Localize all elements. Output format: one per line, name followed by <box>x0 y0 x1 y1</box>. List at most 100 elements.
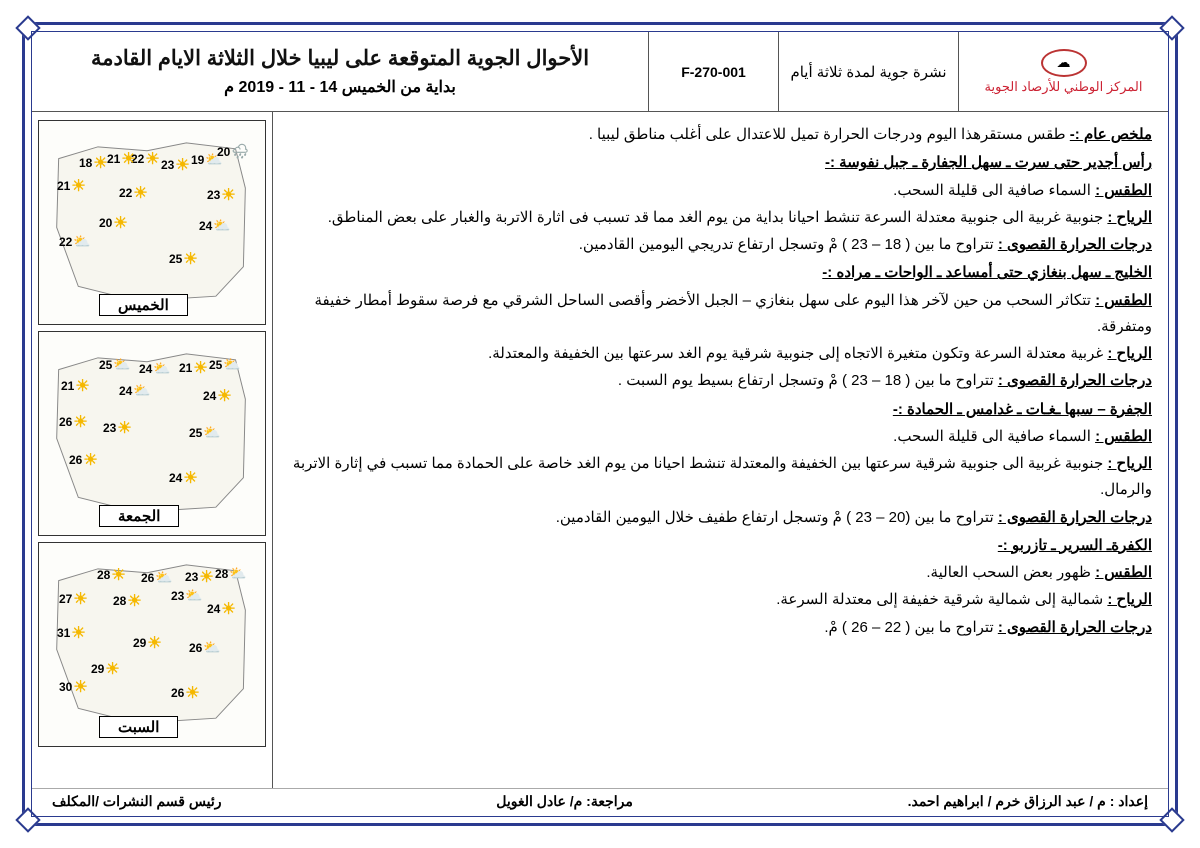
temp-line: درجات الحرارة القصوى : تتراوح ما بين ( 1… <box>279 368 1152 394</box>
temp-point: 24⛅ <box>119 382 151 399</box>
temp-point: 18☀ <box>79 153 108 173</box>
temp-point: 25☀ <box>169 249 198 269</box>
sun-icon: ☀ <box>75 376 89 396</box>
prepared-by: إعداد : م / عبد الرزاق خرم / ابراهيم احم… <box>908 793 1148 810</box>
maps-column: 20🌧19⛅23☀22☀21☀18☀21☀22☀23☀20☀24⛅22⛅25☀ا… <box>32 112 272 788</box>
sun-icon: ☀ <box>105 659 119 679</box>
temp-point: 21☀ <box>107 149 136 169</box>
sun-icon: ☀ <box>73 589 87 609</box>
head: رئيس قسم النشرات /المكلف <box>52 793 222 810</box>
temp-point: 30☀ <box>59 677 88 697</box>
wind-line: الرياح : غربية معتدلة السرعة وتكون متغير… <box>279 341 1152 367</box>
sun-icon: ☀ <box>71 176 85 196</box>
bulletin-cell: نشرة جوية لمدة ثلاثة أيام <box>778 32 958 111</box>
region-name: الكفرةـ السرير ـ تازربو :- <box>279 533 1152 559</box>
temp-point: 24☀ <box>207 599 236 619</box>
cloud-icon: ⛅ <box>153 360 170 377</box>
temp-point: 23⛅ <box>171 587 203 604</box>
cloud-icon: ⛅ <box>133 382 150 399</box>
sun-icon: ☀ <box>71 623 85 643</box>
temp-point: 26☀ <box>59 412 88 432</box>
weather-line: الطقس : ظهور بعض السحب العالية. <box>279 560 1152 586</box>
form-code: F-270-001 <box>681 64 746 80</box>
sun-icon: ☀ <box>183 468 197 488</box>
temp-point: 23☀ <box>161 155 190 175</box>
forecast-text: ملخص عام :- طقس مستقرهذا اليوم ودرجات ال… <box>272 112 1168 788</box>
wind-line: الرياح : جنوبية غربية الى جنوبية شرقية س… <box>279 451 1152 504</box>
bulletin-label: نشرة جوية لمدة ثلاثة أيام <box>790 63 946 81</box>
temp-point: 29☀ <box>91 659 120 679</box>
temp-point: 28☀ <box>113 591 142 611</box>
temp-point: 28⛅ <box>215 565 247 582</box>
temp-point: 22☀ <box>119 183 148 203</box>
logo-icon: ☁ <box>1041 49 1087 77</box>
sun-icon: ☀ <box>221 599 235 619</box>
region-name: الخليج ـ سهل بنغازي حتى أمساعد ـ الواحات… <box>279 260 1152 286</box>
summary-label: ملخص عام :- <box>1070 126 1152 143</box>
cloud-icon: ⛅ <box>155 569 172 586</box>
temp-point: 22⛅ <box>59 233 91 250</box>
doc-title: الأحوال الجوية المتوقعة على ليبيا خلال ا… <box>91 46 589 71</box>
code-cell: F-270-001 <box>648 32 778 111</box>
map-card: 20🌧19⛅23☀22☀21☀18☀21☀22☀23☀20☀24⛅22⛅25☀ا… <box>38 120 266 325</box>
sun-icon: ☀ <box>83 450 97 470</box>
sun-icon: ☀ <box>221 185 235 205</box>
temp-point: 29☀ <box>133 633 162 653</box>
wind-line: الرياح : جنوبية غربية الى جنوبية معتدلة … <box>279 205 1152 231</box>
sun-icon: ☀ <box>127 591 141 611</box>
sun-icon: ☀ <box>145 149 159 169</box>
cloud-icon: ⛅ <box>185 587 202 604</box>
temp-point: 26☀ <box>171 683 200 703</box>
temp-point: 28☀ <box>97 565 126 585</box>
temp-point: 26☀ <box>69 450 98 470</box>
title-cell: الأحوال الجوية المتوقعة على ليبيا خلال ا… <box>32 32 648 111</box>
reviewed-by: مراجعة: م/ عادل الغويل <box>496 793 633 810</box>
sun-icon: ☀ <box>193 358 207 378</box>
temp-line: درجات الحرارة القصوى : تتراوح ما بين ( 2… <box>279 615 1152 641</box>
org-cell: ☁ المركز الوطني للأرصاد الجوية <box>958 32 1168 111</box>
temp-line: درجات الحرارة القصوى : تتراوح ما بين (20… <box>279 505 1152 531</box>
sun-icon: ☀ <box>217 386 231 406</box>
sun-icon: ☀ <box>185 683 199 703</box>
summary-text: طقس مستقرهذا اليوم ودرجات الحرارة تميل ل… <box>589 126 1066 143</box>
rain-icon: 🌧 <box>231 143 249 160</box>
temp-point: 26⛅ <box>141 569 173 586</box>
temp-point: 31☀ <box>57 623 86 643</box>
footer-row: إعداد : م / عبد الرزاق خرم / ابراهيم احم… <box>32 788 1168 816</box>
temp-point: 23☀ <box>185 567 214 587</box>
temp-point: 26⛅ <box>189 639 221 656</box>
sun-icon: ☀ <box>199 567 213 587</box>
cloud-icon: ⛅ <box>205 151 222 168</box>
temp-point: 21☀ <box>57 176 86 196</box>
temp-point: 24⛅ <box>139 360 171 377</box>
sun-icon: ☀ <box>117 418 131 438</box>
weather-line: الطقس : السماء صافية الى قليلة السحب. <box>279 424 1152 450</box>
cloud-icon: ⛅ <box>113 356 130 373</box>
wind-line: الرياح : شمالية إلى شمالية شرقية خفيفة إ… <box>279 587 1152 613</box>
region-name: الجفرة – سبها ـغـات ـ غدامس ـ الحمادة :- <box>279 397 1152 423</box>
cloud-icon: ⛅ <box>203 639 220 656</box>
sun-icon: ☀ <box>73 412 87 432</box>
header-row: ☁ المركز الوطني للأرصاد الجوية نشرة جوية… <box>32 32 1168 112</box>
doc-subtitle: بداية من الخميس 14 - 11 - 2019 م <box>224 77 456 97</box>
weather-line: الطقس : تتكاثر السحب من حين لآخر هذا الي… <box>279 288 1152 341</box>
sun-icon: ☀ <box>183 249 197 269</box>
weather-line: الطقس : السماء صافية الى قليلة السحب. <box>279 178 1152 204</box>
day-label: السبت <box>99 716 178 738</box>
temp-point: 23☀ <box>207 185 236 205</box>
cloud-icon: ⛅ <box>203 424 220 441</box>
temp-point: 21☀ <box>61 376 90 396</box>
sun-icon: ☀ <box>175 155 189 175</box>
map-card: 25⛅24⛅21☀25⛅21☀24⛅24☀26☀23☀25⛅26☀24☀الجم… <box>38 331 266 536</box>
sun-icon: ☀ <box>93 153 107 173</box>
temp-point: 20☀ <box>99 213 128 233</box>
cloud-icon: ⛅ <box>223 356 240 373</box>
temp-line: درجات الحرارة القصوى : تتراوح ما بين ( 1… <box>279 232 1152 258</box>
temp-point: 25⛅ <box>209 356 241 373</box>
sun-icon: ☀ <box>147 633 161 653</box>
day-label: الخميس <box>99 294 188 316</box>
sun-icon: ☀ <box>133 183 147 203</box>
temp-point: 21☀ <box>179 358 208 378</box>
sun-icon: ☀ <box>73 677 87 697</box>
temp-point: 24☀ <box>169 468 198 488</box>
